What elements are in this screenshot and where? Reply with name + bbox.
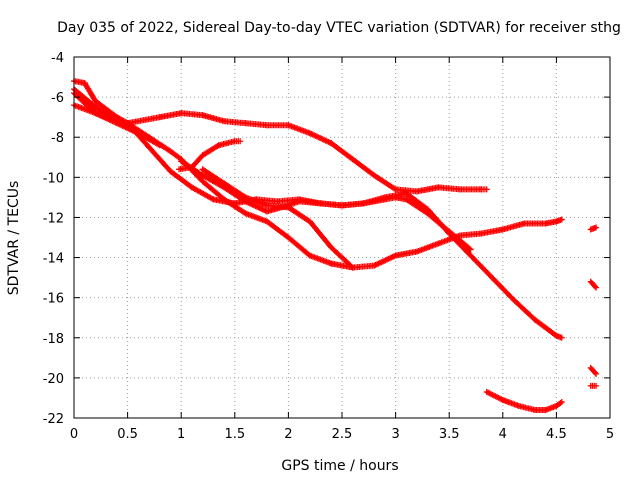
- data-point: [467, 246, 474, 253]
- data-point: [557, 399, 564, 406]
- series-arc-7: [178, 158, 474, 253]
- data-series: [71, 78, 600, 413]
- series-arc-4: [71, 90, 163, 149]
- x-tick-label: 1: [177, 427, 185, 442]
- data-point: [237, 138, 244, 145]
- series-arc-2: [71, 86, 565, 271]
- series-arc-9: [587, 224, 600, 233]
- data-point: [558, 334, 565, 341]
- y-tick-label: -10: [43, 171, 64, 186]
- y-axis-label: SDTVAR / TECUs: [6, 181, 22, 296]
- series-arc-8: [483, 388, 565, 413]
- data-point: [214, 143, 221, 150]
- x-tick-label: 2.5: [332, 427, 353, 442]
- data-point: [466, 245, 473, 252]
- data-point: [558, 216, 565, 223]
- y-tick-label: -8: [51, 131, 64, 146]
- x-tick-label: 2: [284, 427, 292, 442]
- series-arc-11: [587, 364, 600, 377]
- y-tick-label: -22: [43, 412, 64, 427]
- y-axis-ticks: -22 -20 -18 -16 -14 -12 -10 -8 -6 -4: [43, 51, 610, 427]
- data-point: [349, 264, 356, 271]
- x-axis-ticks: 0 0.5 1 1.5 2 2.5 3 3.5 4 4.5 5: [70, 57, 614, 442]
- series-arc-10: [587, 278, 600, 291]
- x-tick-label: 3: [391, 427, 399, 442]
- y-tick-label: -20: [43, 372, 64, 387]
- x-tick-label: 1.5: [224, 427, 245, 442]
- data-point: [591, 369, 598, 376]
- y-tick-label: -6: [51, 91, 64, 106]
- x-tick-label: 4: [499, 427, 507, 442]
- x-tick-label: 0.5: [117, 427, 138, 442]
- data-point: [348, 263, 355, 270]
- data-point: [593, 382, 600, 389]
- data-point: [593, 284, 600, 291]
- y-tick-label: -14: [43, 252, 64, 267]
- y-tick-label: -16: [43, 292, 64, 307]
- x-tick-label: 0: [70, 427, 78, 442]
- grid: [74, 57, 610, 418]
- data-point: [593, 224, 600, 231]
- data-point: [483, 186, 490, 193]
- series-arc-1: [71, 102, 490, 195]
- x-axis-label: GPS time / hours: [281, 458, 398, 474]
- data-point: [391, 185, 398, 192]
- x-tick-label: 3.5: [439, 427, 460, 442]
- x-tick-label: 4.5: [546, 427, 567, 442]
- data-point: [591, 283, 598, 290]
- y-tick-label: -18: [43, 332, 64, 347]
- chart-title: Day 035 of 2022, Sidereal Day-to-day VTE…: [57, 20, 621, 36]
- x-tick-label: 5: [606, 427, 614, 442]
- series-arc-6: [199, 166, 356, 271]
- y-tick-label: -12: [43, 211, 64, 226]
- data-point: [593, 370, 600, 377]
- y-tick-label: -4: [51, 51, 64, 66]
- series-arc-5: [176, 138, 244, 173]
- series-arc-12: [587, 382, 600, 389]
- data-point: [156, 142, 163, 149]
- data-point: [558, 398, 565, 405]
